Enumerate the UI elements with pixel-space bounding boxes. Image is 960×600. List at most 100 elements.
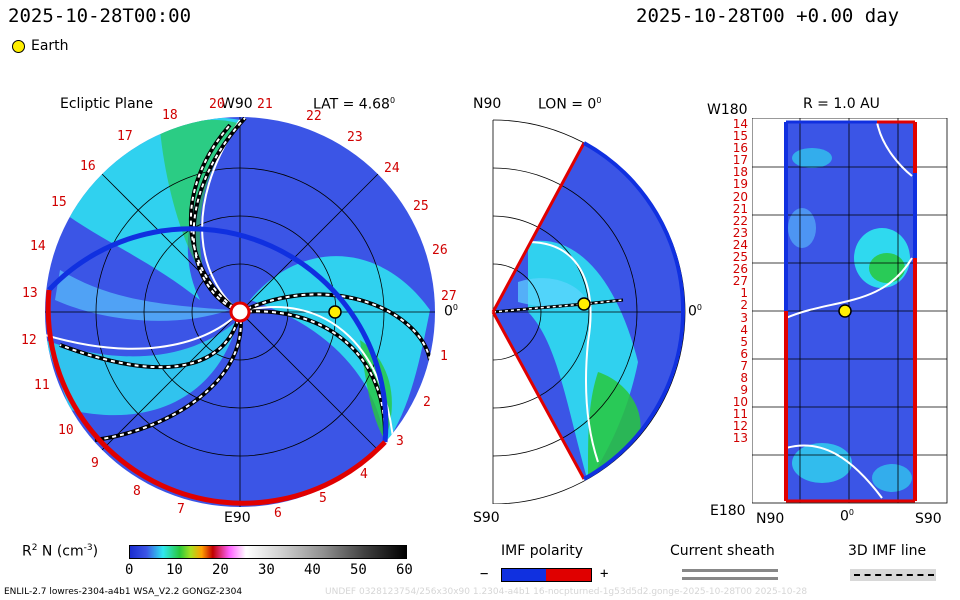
x-axis-n90: N90 bbox=[756, 511, 785, 527]
colorbar-label: R2 N (cm-3) bbox=[22, 543, 99, 560]
carrington-y-tick: 7 bbox=[740, 358, 748, 373]
carrington-y-tick: 20 bbox=[732, 189, 748, 204]
carrington-y-tick: 21 bbox=[732, 201, 748, 216]
sim-time-right: 2025-10-28T00 +0.00 day bbox=[636, 5, 900, 27]
carrington-tick: 13 bbox=[22, 286, 38, 301]
colorbar-tick: 20 bbox=[212, 562, 229, 578]
radius-title: R = 1.0 AU bbox=[803, 96, 880, 112]
carrington-tick: 17 bbox=[117, 129, 133, 144]
carrington-tick: 2 bbox=[423, 395, 431, 410]
imf-line-title: 3D IMF line bbox=[848, 543, 927, 559]
carrington-tick: 3 bbox=[396, 434, 404, 449]
carrington-y-tick: 9 bbox=[740, 383, 748, 398]
carrington-y-tick: 17 bbox=[732, 153, 748, 168]
carrington-tick: 18 bbox=[162, 108, 178, 123]
sim-time-left: 2025-10-28T00:00 bbox=[8, 5, 192, 27]
ecliptic-plane-title: Ecliptic Plane bbox=[60, 96, 154, 112]
carrington-tick: 9 bbox=[91, 456, 99, 471]
colorbar-tick: 30 bbox=[258, 562, 275, 578]
n90-label: N90 bbox=[473, 96, 502, 112]
carrington-tick: 4 bbox=[360, 467, 368, 482]
run-watermark: UNDEF 0328123754/256x30x90 1.2304-a4b1 1… bbox=[325, 587, 808, 597]
carrington-tick: 6 bbox=[274, 506, 282, 521]
e90-label: E90 bbox=[224, 510, 251, 526]
w90-label: W90 bbox=[221, 96, 253, 112]
rim-positive bbox=[45, 289, 387, 506]
carrington-y-tick: 12 bbox=[732, 419, 748, 434]
carrington-y-tick: 15 bbox=[732, 129, 748, 144]
carrington-y-tick: 2 bbox=[740, 298, 748, 313]
earth-legend-label: Earth bbox=[31, 38, 69, 54]
carrington-y-tick: 24 bbox=[732, 237, 748, 252]
s90-label: S90 bbox=[473, 510, 500, 526]
carrington-y-axis: 14 15 16 17 18 19 20 21 22 23 24 25 26 2… bbox=[728, 118, 748, 445]
carrington-y-tick: 22 bbox=[732, 213, 748, 228]
carrington-y-tick: 4 bbox=[740, 322, 748, 337]
colorbar-tick: 40 bbox=[304, 562, 321, 578]
rim-negative bbox=[47, 226, 389, 443]
carrington-y-tick: 25 bbox=[732, 250, 748, 265]
lat-label: LAT = 4.680 bbox=[313, 96, 396, 113]
imf-minus-label: − bbox=[480, 566, 489, 582]
carrington-y-tick: 5 bbox=[740, 334, 748, 349]
carrington-y-tick: 1 bbox=[740, 286, 748, 301]
imf-polarity-title: IMF polarity bbox=[501, 543, 584, 559]
carrington-tick: 12 bbox=[21, 333, 37, 348]
x-axis-s90: S90 bbox=[915, 511, 942, 527]
carrington-tick: 27 bbox=[441, 289, 457, 304]
w180-label: W180 bbox=[707, 102, 748, 118]
imf-positive-swatch bbox=[546, 568, 592, 582]
carrington-tick: 26 bbox=[432, 243, 448, 258]
colorbar-tick: 0 bbox=[125, 562, 134, 578]
carrington-tick: 1 bbox=[440, 349, 448, 364]
colorbar-tick: 50 bbox=[350, 562, 367, 578]
model-info: ENLIL-2.7 lowres-2304-a4b1 WSA_V2.2 GONG… bbox=[4, 587, 243, 597]
carrington-tick: 22 bbox=[306, 109, 322, 124]
carrington-tick: 14 bbox=[30, 239, 46, 254]
carrington-tick: 21 bbox=[257, 97, 273, 112]
carrington-tick: 11 bbox=[34, 378, 50, 393]
carrington-tick: 5 bbox=[319, 491, 327, 506]
carrington-tick: 24 bbox=[384, 161, 400, 176]
carrington-tick: 20 bbox=[209, 97, 225, 112]
carrington-tick: 16 bbox=[80, 159, 96, 174]
meridional-plot bbox=[491, 119, 686, 504]
imf-line-dash bbox=[854, 574, 934, 576]
earth-marker-icon bbox=[328, 305, 342, 319]
ecliptic-zero-label: 00 bbox=[444, 303, 459, 320]
earth-marker-icon bbox=[838, 304, 852, 318]
colorbar-tick: 10 bbox=[166, 562, 183, 578]
current-sheath-swatch bbox=[682, 569, 778, 572]
x-axis-zero: 00 bbox=[840, 508, 855, 525]
carrington-tick: 25 bbox=[413, 199, 429, 214]
carrington-y-tick: 18 bbox=[732, 165, 748, 180]
carrington-y-tick: 11 bbox=[732, 407, 748, 422]
carrington-y-tick: 6 bbox=[740, 346, 748, 361]
earth-marker-icon bbox=[577, 297, 591, 311]
carrington-y-tick: 3 bbox=[740, 310, 748, 325]
carrington-tick: 23 bbox=[347, 130, 363, 145]
lon-label: LON = 00 bbox=[538, 96, 602, 113]
meridional-zero-label: 00 bbox=[688, 303, 703, 320]
e180-label: E180 bbox=[710, 503, 746, 519]
current-sheath-title: Current sheath bbox=[670, 543, 775, 559]
carrington-tick: 8 bbox=[133, 484, 141, 499]
carrington-y-tick: 23 bbox=[732, 225, 748, 240]
carrington-tick: 10 bbox=[58, 423, 74, 438]
carrington-y-tick: 26 bbox=[732, 262, 748, 277]
carrington-tick: 7 bbox=[177, 502, 185, 517]
carrington-tick: 15 bbox=[51, 195, 67, 210]
carrington-y-tick: 8 bbox=[740, 370, 748, 385]
imf-plus-label: + bbox=[600, 566, 609, 582]
density-arm bbox=[55, 270, 230, 321]
carrington-y-tick: 13 bbox=[732, 431, 748, 446]
colorbar-tick: 60 bbox=[396, 562, 413, 578]
carrington-y-tick: 10 bbox=[732, 395, 748, 410]
carrington-y-tick: 14 bbox=[732, 117, 748, 131]
sphere-map-plot bbox=[752, 118, 948, 504]
sun-icon bbox=[229, 301, 251, 323]
density-colorbar bbox=[129, 545, 407, 559]
carrington-y-tick: 16 bbox=[732, 141, 748, 156]
ecliptic-plane-plot bbox=[45, 117, 435, 507]
current-sheath-swatch bbox=[682, 577, 778, 580]
